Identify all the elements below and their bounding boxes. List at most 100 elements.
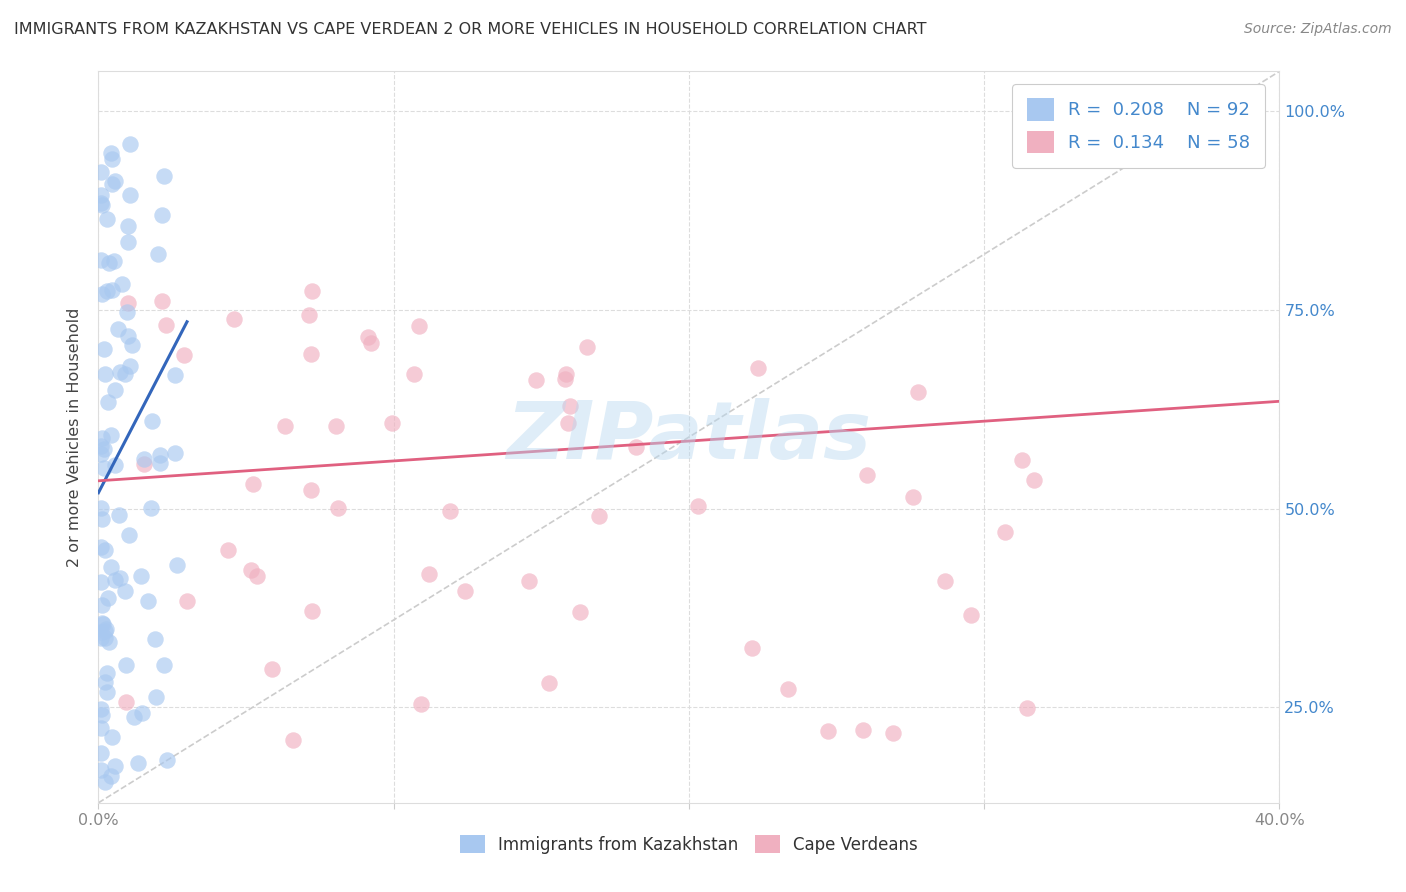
Point xyxy=(108,508,131,522)
Point xyxy=(100,559,122,574)
Point xyxy=(152,658,174,673)
Point xyxy=(90,187,112,202)
Point xyxy=(381,416,404,430)
Point xyxy=(118,528,141,542)
Point xyxy=(301,604,323,618)
Point xyxy=(141,414,163,428)
Point xyxy=(117,235,139,250)
Point xyxy=(94,775,117,789)
Point xyxy=(93,674,115,689)
Point xyxy=(404,367,426,381)
Point xyxy=(1015,700,1038,714)
Point xyxy=(96,685,118,699)
Point xyxy=(120,188,142,202)
Point xyxy=(538,675,561,690)
Point xyxy=(90,195,112,210)
Legend: Immigrants from Kazakhstan, Cape Verdeans: Immigrants from Kazakhstan, Cape Verdean… xyxy=(453,829,925,860)
Point xyxy=(104,573,127,587)
Point xyxy=(100,428,122,442)
Point xyxy=(242,477,264,491)
Point xyxy=(326,501,349,516)
Point xyxy=(778,681,800,696)
Point xyxy=(222,312,245,326)
Y-axis label: 2 or more Vehicles in Household: 2 or more Vehicles in Household xyxy=(67,308,83,566)
Point xyxy=(299,347,322,361)
Point xyxy=(104,458,127,472)
Point xyxy=(118,137,141,152)
Point xyxy=(150,294,173,309)
Point xyxy=(408,319,430,334)
Point xyxy=(103,383,125,397)
Point xyxy=(91,198,114,212)
Point xyxy=(994,525,1017,540)
Point xyxy=(104,759,127,773)
Point xyxy=(262,662,284,676)
Point xyxy=(149,448,172,462)
Point xyxy=(568,605,591,619)
Point xyxy=(959,607,981,622)
Point xyxy=(93,342,115,356)
Point xyxy=(418,566,440,581)
Point xyxy=(558,399,581,413)
Point xyxy=(155,318,177,333)
Point xyxy=(117,295,139,310)
Point xyxy=(557,417,579,431)
Point xyxy=(901,490,924,504)
Point xyxy=(301,284,323,298)
Point xyxy=(96,284,118,298)
Point xyxy=(273,419,295,434)
Point xyxy=(96,666,118,681)
Point xyxy=(624,441,647,455)
Point xyxy=(129,569,152,583)
Point xyxy=(240,563,263,577)
Point xyxy=(104,174,127,188)
Point xyxy=(173,348,195,362)
Point xyxy=(524,373,547,387)
Point xyxy=(299,483,322,498)
Point xyxy=(90,747,112,761)
Point xyxy=(90,439,112,453)
Point xyxy=(93,442,115,456)
Point xyxy=(127,756,149,770)
Point xyxy=(166,558,188,572)
Point xyxy=(94,542,117,557)
Point xyxy=(100,177,122,191)
Point xyxy=(934,574,956,588)
Point xyxy=(149,456,172,470)
Point xyxy=(115,305,138,319)
Text: Source: ZipAtlas.com: Source: ZipAtlas.com xyxy=(1244,22,1392,37)
Point xyxy=(94,624,117,638)
Point xyxy=(90,632,112,646)
Point xyxy=(111,277,134,292)
Point xyxy=(103,253,125,268)
Point xyxy=(100,730,122,744)
Point xyxy=(118,359,141,374)
Point xyxy=(90,165,112,179)
Point xyxy=(91,615,114,630)
Point xyxy=(217,542,239,557)
Point xyxy=(298,309,321,323)
Point xyxy=(90,708,112,723)
Point xyxy=(114,367,136,381)
Point xyxy=(1011,453,1033,467)
Point xyxy=(91,617,114,632)
Point xyxy=(97,591,120,605)
Point xyxy=(93,460,115,475)
Point xyxy=(90,540,112,554)
Point xyxy=(357,330,380,344)
Point xyxy=(91,431,114,445)
Point xyxy=(325,418,347,433)
Point xyxy=(246,569,269,583)
Point xyxy=(852,723,875,737)
Point xyxy=(575,340,598,354)
Point xyxy=(90,501,112,516)
Point xyxy=(165,368,187,382)
Point xyxy=(90,574,112,589)
Point xyxy=(165,446,187,460)
Point xyxy=(588,508,610,523)
Point xyxy=(882,726,904,740)
Point xyxy=(132,457,155,471)
Point xyxy=(96,211,118,226)
Text: IMMIGRANTS FROM KAZAKHSTAN VS CAPE VERDEAN 2 OR MORE VEHICLES IN HOUSEHOLD CORRE: IMMIGRANTS FROM KAZAKHSTAN VS CAPE VERDE… xyxy=(14,22,927,37)
Point xyxy=(153,169,176,184)
